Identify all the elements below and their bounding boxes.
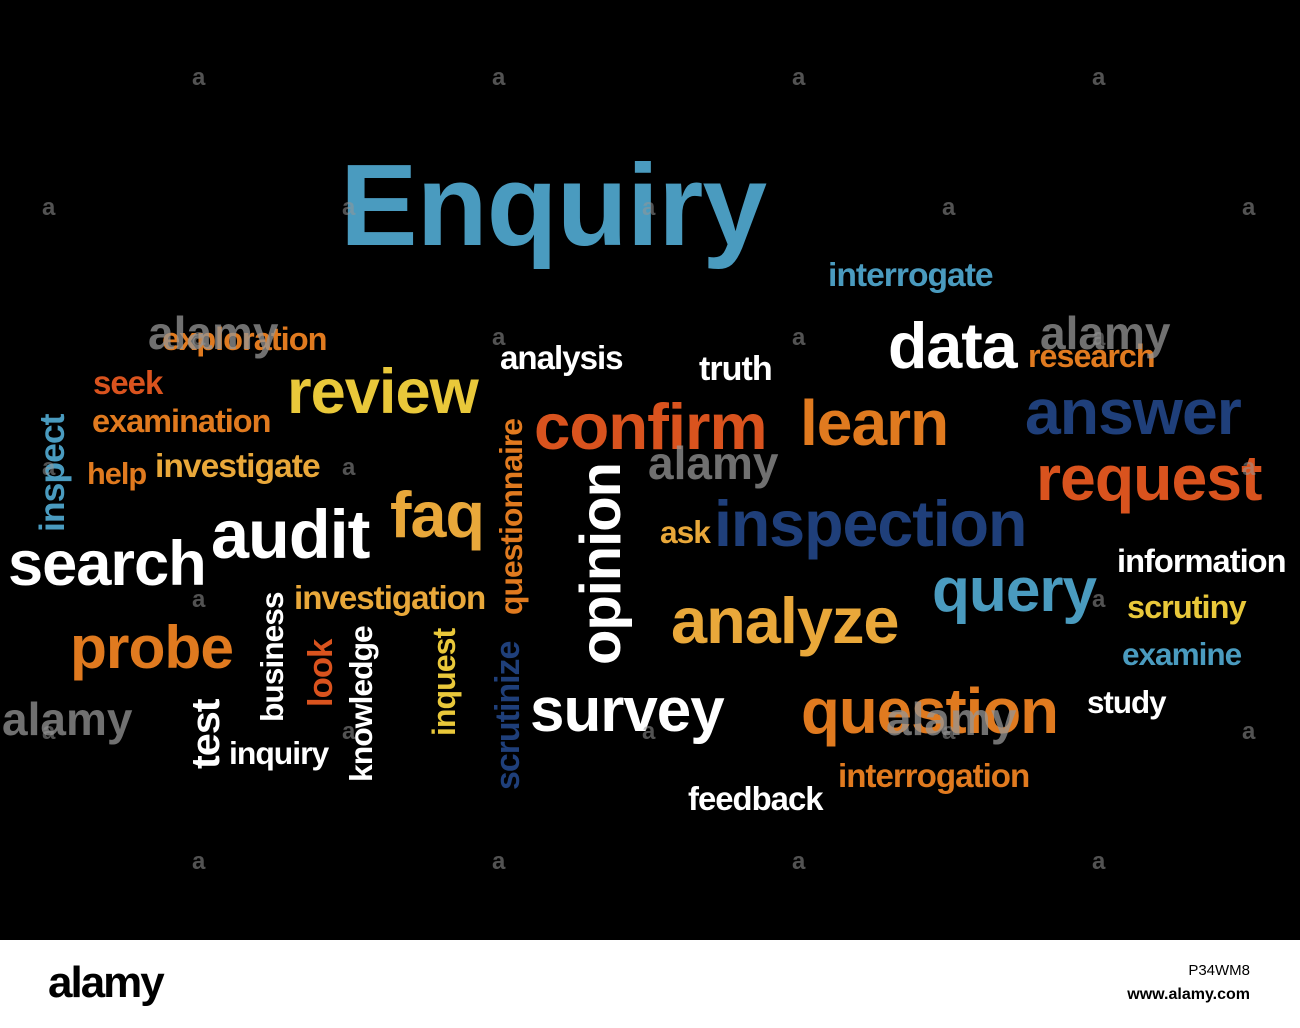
watermark-mark: a xyxy=(342,194,356,221)
watermark-mark: a xyxy=(1242,194,1256,221)
word-confirm: confirm xyxy=(534,390,768,464)
word-research: research xyxy=(1028,337,1156,374)
word-learn: learn xyxy=(800,386,949,459)
footer-url: www.alamy.com xyxy=(1127,986,1250,1003)
word-inquiry: inquiry xyxy=(229,735,329,772)
word-opinion: opinion xyxy=(569,463,634,665)
word-knowledge: knowledge xyxy=(343,626,380,782)
watermark-mark: a xyxy=(1092,586,1106,613)
watermark-logo: alamy xyxy=(886,693,1017,745)
word-scrutinize: scrutinize xyxy=(489,641,528,790)
watermark-mark: a xyxy=(492,848,506,875)
watermark-logo: alamy xyxy=(1040,307,1171,359)
watermark-mark: a xyxy=(1242,718,1256,745)
word-inquest: inquest xyxy=(425,628,462,736)
word-investigate: investigate xyxy=(155,448,321,486)
watermark-mark: a xyxy=(192,324,206,351)
word-study: study xyxy=(1087,685,1167,721)
watermark-mark: a xyxy=(642,718,656,745)
image-id: P34WM8 xyxy=(1188,962,1250,979)
footer-logo: alamy xyxy=(48,958,165,1007)
footer-bar xyxy=(0,940,1300,1028)
word-information: information xyxy=(1117,541,1287,579)
watermark-mark: a xyxy=(942,718,956,745)
word-survey: survey xyxy=(530,676,725,746)
word-answer: answer xyxy=(1025,375,1242,448)
watermark-mark: a xyxy=(1092,848,1106,875)
watermark-mark: a xyxy=(792,848,806,875)
watermark-logo: alamy xyxy=(648,437,779,489)
word-faq: faq xyxy=(390,478,485,551)
watermark-mark: a xyxy=(492,64,506,91)
word-feedback: feedback xyxy=(688,779,824,817)
word-data: data xyxy=(888,309,1018,382)
watermark-mark: a xyxy=(342,718,356,745)
word-enquiry: Enquiry xyxy=(340,140,767,271)
word-ask: ask xyxy=(660,514,711,551)
word-question: question xyxy=(801,676,1059,748)
word-look: look xyxy=(301,639,340,707)
watermark-mark: a xyxy=(192,586,206,613)
word-interrogate: interrogate xyxy=(828,257,994,295)
watermark-mark: a xyxy=(42,718,56,745)
word-probe: probe xyxy=(70,613,234,682)
word-query: query xyxy=(932,555,1097,625)
watermark-mark: a xyxy=(42,194,56,221)
watermark-logo: alamy xyxy=(148,307,279,359)
word-test: test xyxy=(184,699,228,769)
word-examine: examine xyxy=(1122,636,1242,673)
watermark-mark: a xyxy=(792,64,806,91)
watermark-mark: a xyxy=(942,194,956,221)
word-questionnaire: questionnaire xyxy=(493,419,530,615)
watermark-mark: a xyxy=(1092,64,1106,91)
watermark-mark: a xyxy=(492,324,506,351)
watermark-mark: a xyxy=(1092,324,1106,351)
word-exploration: exploration xyxy=(162,320,328,357)
watermark-mark: a xyxy=(42,454,56,481)
word-business: business xyxy=(254,592,291,723)
word-scrutiny: scrutiny xyxy=(1127,588,1247,625)
watermark-mark: a xyxy=(342,454,356,481)
word-audit: audit xyxy=(211,496,370,573)
word-inspection: inspection xyxy=(714,487,1027,560)
watermark-mark: a xyxy=(192,848,206,875)
watermark-logo: alamy xyxy=(2,693,133,745)
word-search: search xyxy=(8,529,207,600)
word-help: help xyxy=(87,455,147,491)
watermark-mark: a xyxy=(642,194,656,221)
watermark-mark: a xyxy=(792,324,806,351)
watermark-mark: a xyxy=(192,64,206,91)
word-examination: examination xyxy=(92,402,271,439)
word-analyze: analyze xyxy=(671,583,900,657)
watermark-mark: a xyxy=(1242,454,1256,481)
word-review: review xyxy=(287,357,479,428)
word-analysis: analysis xyxy=(500,340,624,378)
word-seek: seek xyxy=(93,363,163,401)
word-truth: truth xyxy=(699,349,773,388)
word-request: request xyxy=(1036,441,1262,514)
word-investigation: investigation xyxy=(294,580,486,618)
word-interrogation: interrogation xyxy=(838,758,1030,796)
